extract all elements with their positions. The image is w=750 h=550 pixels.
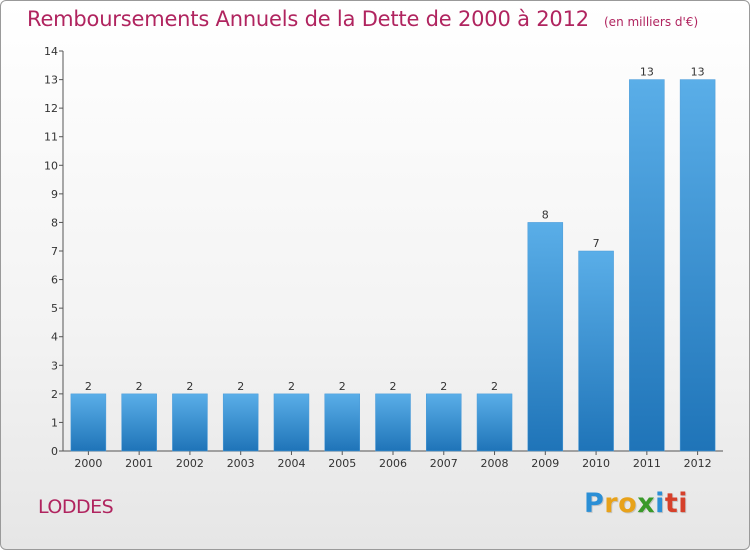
x-tick-label: 2003 — [227, 457, 255, 470]
x-tick-label: 2008 — [481, 457, 509, 470]
logo-letter: i — [655, 488, 665, 519]
chart-title-block: Remboursements Annuels de la Dette de 20… — [27, 7, 698, 31]
bar — [222, 393, 259, 452]
bar-value-label: 2 — [237, 380, 244, 393]
bar-value-label: 2 — [440, 380, 447, 393]
y-tick-label: 4 — [51, 331, 58, 344]
x-tick-label: 2002 — [176, 457, 204, 470]
y-tick-label: 10 — [44, 159, 58, 172]
bar-value-label: 8 — [542, 208, 549, 221]
x-tick-label: 2000 — [74, 457, 102, 470]
bar-value-label: 7 — [593, 237, 600, 250]
y-tick-label: 3 — [51, 359, 58, 372]
bar-value-label: 2 — [186, 380, 193, 393]
bar-value-label: 2 — [390, 380, 397, 393]
x-tick-label: 2005 — [328, 457, 356, 470]
x-tick-label: 2009 — [531, 457, 559, 470]
y-tick-label: 6 — [51, 274, 58, 287]
y-tick-label: 11 — [44, 131, 58, 144]
logo-letter: t — [664, 488, 679, 519]
y-tick-label: 13 — [44, 74, 58, 87]
bar — [679, 79, 716, 452]
bar — [629, 79, 665, 452]
logo-letter: i — [678, 488, 689, 519]
bar — [70, 393, 107, 452]
bar-value-label: 13 — [691, 66, 705, 79]
bar — [324, 393, 360, 452]
x-tick-label: 2001 — [125, 457, 153, 470]
bar-value-label: 2 — [288, 380, 295, 393]
bar — [476, 393, 513, 452]
proxiti-logo[interactable]: Proxiti — [584, 488, 688, 519]
x-tick-label: 2011 — [633, 457, 661, 470]
y-tick-label: 9 — [51, 188, 58, 201]
bar — [527, 222, 564, 452]
chart-subtitle: (en milliers d'€) — [604, 15, 699, 29]
place-name: LODDES — [38, 496, 114, 518]
bar-value-label: 2 — [339, 380, 346, 393]
chart-title: Remboursements Annuels de la Dette de 20… — [27, 7, 589, 31]
x-tick-label: 2007 — [430, 457, 458, 470]
logo-letter: r — [604, 488, 619, 519]
bar — [375, 393, 411, 452]
y-tick-label: 7 — [51, 245, 58, 258]
y-tick-label: 1 — [51, 416, 58, 429]
bar-value-label: 2 — [85, 380, 92, 393]
y-tick-label: 8 — [51, 216, 58, 229]
x-tick-label: 2010 — [582, 457, 610, 470]
y-tick-label: 14 — [44, 45, 58, 58]
bar-value-label: 13 — [640, 66, 654, 79]
y-tick-label: 0 — [51, 445, 58, 458]
logo-letter: P — [584, 488, 605, 519]
x-tick-label: 2006 — [379, 457, 407, 470]
y-tick-label: 5 — [51, 302, 58, 315]
bar — [578, 250, 614, 452]
bar — [273, 393, 310, 452]
bar — [121, 393, 157, 452]
bar-value-label: 2 — [136, 380, 143, 393]
x-tick-label: 2012 — [684, 457, 712, 470]
x-tick-label: 2004 — [277, 457, 305, 470]
logo-letter: o — [618, 488, 638, 519]
logo-letter: x — [637, 488, 656, 519]
bar-value-label: 2 — [491, 380, 498, 393]
bar — [172, 393, 208, 452]
bar — [426, 393, 462, 452]
y-tick-label: 2 — [51, 388, 58, 401]
y-tick-label: 12 — [44, 102, 58, 115]
